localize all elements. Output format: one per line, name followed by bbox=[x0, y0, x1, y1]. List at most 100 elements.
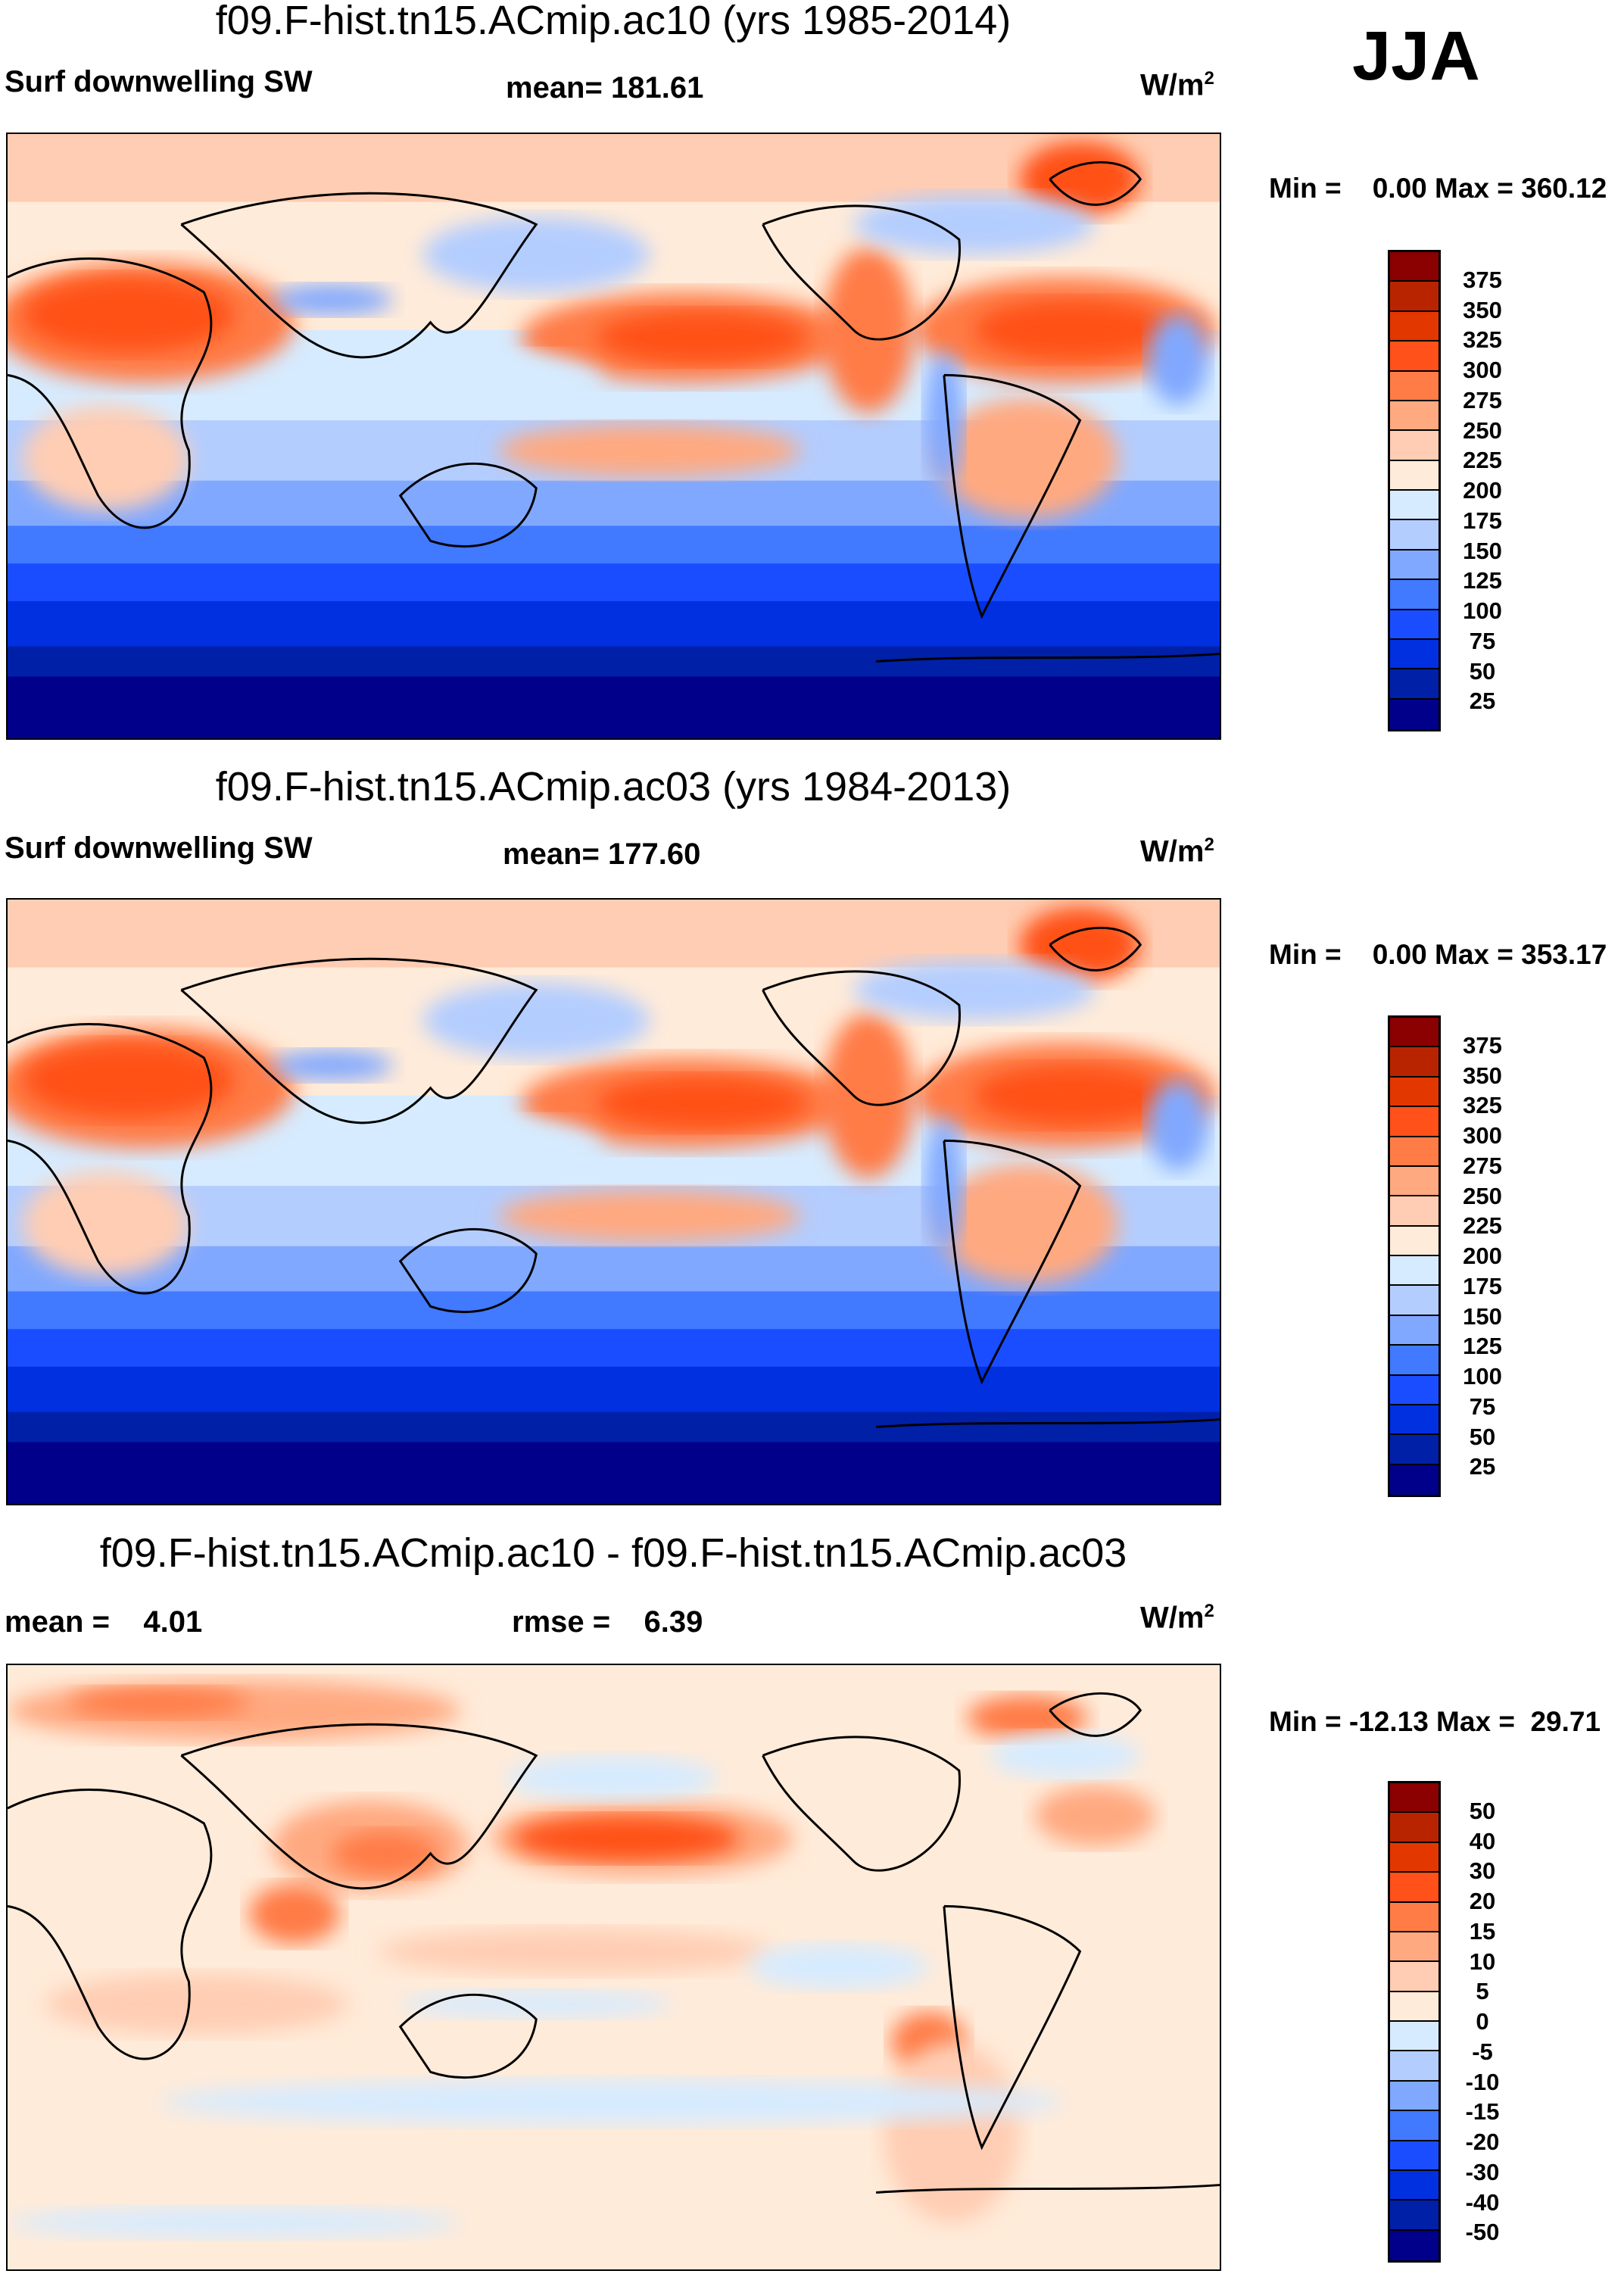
colorbar-tick-label: 150 bbox=[1463, 1302, 1502, 1330]
colorbar-tick-label: 250 bbox=[1463, 1182, 1502, 1209]
colorbar-box bbox=[1390, 460, 1439, 491]
units-label: W/m2 bbox=[1140, 1601, 1214, 1635]
coastline bbox=[876, 653, 1220, 663]
field-patch bbox=[22, 1171, 189, 1277]
colorbar-box bbox=[1390, 2170, 1439, 2201]
field-patch bbox=[22, 405, 189, 511]
variable-label: Surf downwelling SW bbox=[5, 831, 313, 865]
min-max-label: Min = 0.00 Max = 353.17 bbox=[1269, 939, 1607, 970]
colorbar-tick-label: -40 bbox=[1465, 2188, 1500, 2216]
colorbar-box bbox=[1390, 1435, 1439, 1465]
colorbar bbox=[1388, 250, 1441, 731]
field-patch bbox=[974, 299, 1171, 360]
colorbar-tick-label: 15 bbox=[1469, 1917, 1496, 1945]
mean-label: mean= 177.60 bbox=[503, 837, 701, 871]
colorbar-tick-label: 200 bbox=[1463, 1243, 1502, 1269]
panel-title: f09.F-hist.tn15.ACmip.ac10 - f09.F-hist.… bbox=[99, 1530, 1127, 1576]
colorbar-tick-label: 200 bbox=[1463, 477, 1502, 504]
field-patch bbox=[392, 1118, 605, 1179]
colorbar-box bbox=[1390, 550, 1439, 581]
coastline bbox=[8, 257, 213, 529]
coastline bbox=[1049, 161, 1142, 206]
colorbar-box bbox=[1390, 1813, 1439, 1843]
colorbar-tick-label: 300 bbox=[1463, 1122, 1502, 1149]
field-patch bbox=[936, 1163, 1118, 1284]
field-patch bbox=[1019, 141, 1141, 217]
field-patch bbox=[853, 959, 1096, 1021]
colorbar-box bbox=[1390, 311, 1439, 342]
panel-title: f09.F-hist.tn15.ACmip.ac03 (yrs 1984-201… bbox=[215, 764, 1011, 809]
colorbar-tick-label: 100 bbox=[1463, 597, 1502, 624]
field-band bbox=[8, 646, 1220, 678]
colorbar-box bbox=[1390, 2200, 1439, 2231]
field-band bbox=[8, 900, 1220, 969]
colorbar-tick-label: 50 bbox=[1469, 657, 1496, 685]
colorbar-box bbox=[1390, 610, 1439, 640]
coastline bbox=[398, 462, 538, 548]
field-patch bbox=[400, 1990, 672, 2018]
colorbar-box bbox=[1390, 639, 1439, 670]
field-patch bbox=[272, 285, 393, 315]
colorbar-box bbox=[1390, 282, 1439, 312]
colorbar-tick-label: 125 bbox=[1463, 1333, 1502, 1360]
colorbar-box bbox=[1390, 1286, 1439, 1316]
colorbar-box bbox=[1390, 1346, 1439, 1376]
field-band bbox=[8, 526, 1220, 566]
colorbar-tick-label: 150 bbox=[1463, 537, 1502, 564]
colorbar-box bbox=[1390, 1315, 1439, 1346]
field-band bbox=[8, 1442, 1220, 1504]
colorbar-box bbox=[1390, 1375, 1439, 1405]
colorbar-tick-label: 300 bbox=[1463, 357, 1502, 383]
field-patch bbox=[1034, 1786, 1156, 1846]
colorbar-tick-label: -10 bbox=[1465, 2068, 1500, 2095]
colorbar-box bbox=[1390, 1047, 1439, 1078]
colorbar-box bbox=[1390, 1783, 1439, 1814]
field-patch bbox=[1148, 1080, 1209, 1171]
mean-label: mean= 181.61 bbox=[506, 71, 704, 104]
field-patch bbox=[936, 398, 1118, 519]
colorbar-tick-label: 350 bbox=[1463, 296, 1502, 323]
coastline bbox=[8, 1789, 213, 2060]
panel-title: f09.F-hist.tn15.ACmip.ac10 (yrs 1985-201… bbox=[215, 0, 1011, 43]
coastline bbox=[1049, 926, 1142, 972]
coastline bbox=[943, 373, 1082, 619]
colorbar-box bbox=[1390, 1464, 1439, 1495]
colorbar-tick-label: 350 bbox=[1463, 1062, 1502, 1089]
field-patch bbox=[1019, 906, 1141, 983]
coastline bbox=[398, 1993, 538, 2079]
colorbar-box bbox=[1390, 699, 1439, 729]
field-patch bbox=[513, 1816, 740, 1861]
colorbar-tick-label: 325 bbox=[1463, 326, 1502, 354]
colorbar-box bbox=[1390, 252, 1439, 282]
colorbar-box bbox=[1390, 2111, 1439, 2141]
colorbar-box bbox=[1390, 580, 1439, 610]
season-label: JJA bbox=[1352, 17, 1480, 95]
mean-label: mean = 4.01 bbox=[5, 1605, 203, 1639]
colorbar-tick-label: 175 bbox=[1463, 507, 1502, 534]
field-patch bbox=[924, 352, 963, 488]
colorbar-tick-label: 100 bbox=[1463, 1363, 1502, 1390]
map-plot bbox=[6, 1664, 1221, 2271]
colorbar-tick-label: 75 bbox=[1469, 1393, 1496, 1420]
colorbar-tick-label: 225 bbox=[1463, 447, 1502, 474]
field-patch bbox=[853, 194, 1096, 255]
field-patch bbox=[8, 2207, 461, 2238]
coastline bbox=[180, 957, 538, 1124]
coastline bbox=[943, 1904, 1082, 2151]
field-band bbox=[8, 563, 1220, 603]
field-patch bbox=[597, 310, 809, 364]
colorbar-tick-label: -5 bbox=[1472, 2038, 1493, 2065]
field-patch bbox=[45, 1973, 348, 2035]
colorbar-tick-label: 225 bbox=[1463, 1212, 1502, 1240]
field-patch bbox=[974, 1065, 1171, 1126]
colorbar-tick-label: 325 bbox=[1463, 1092, 1502, 1119]
colorbar-box bbox=[1390, 401, 1439, 432]
colorbar-tick-label: -50 bbox=[1465, 2219, 1500, 2246]
colorbar-box bbox=[1390, 2081, 1439, 2112]
rmse-label: rmse = 6.39 bbox=[512, 1605, 703, 1639]
field-patch bbox=[924, 1118, 963, 1254]
colorbar-box bbox=[1390, 431, 1439, 461]
coastline bbox=[943, 1139, 1082, 1385]
field-patch bbox=[747, 1944, 929, 1989]
field-patch bbox=[597, 1076, 809, 1130]
